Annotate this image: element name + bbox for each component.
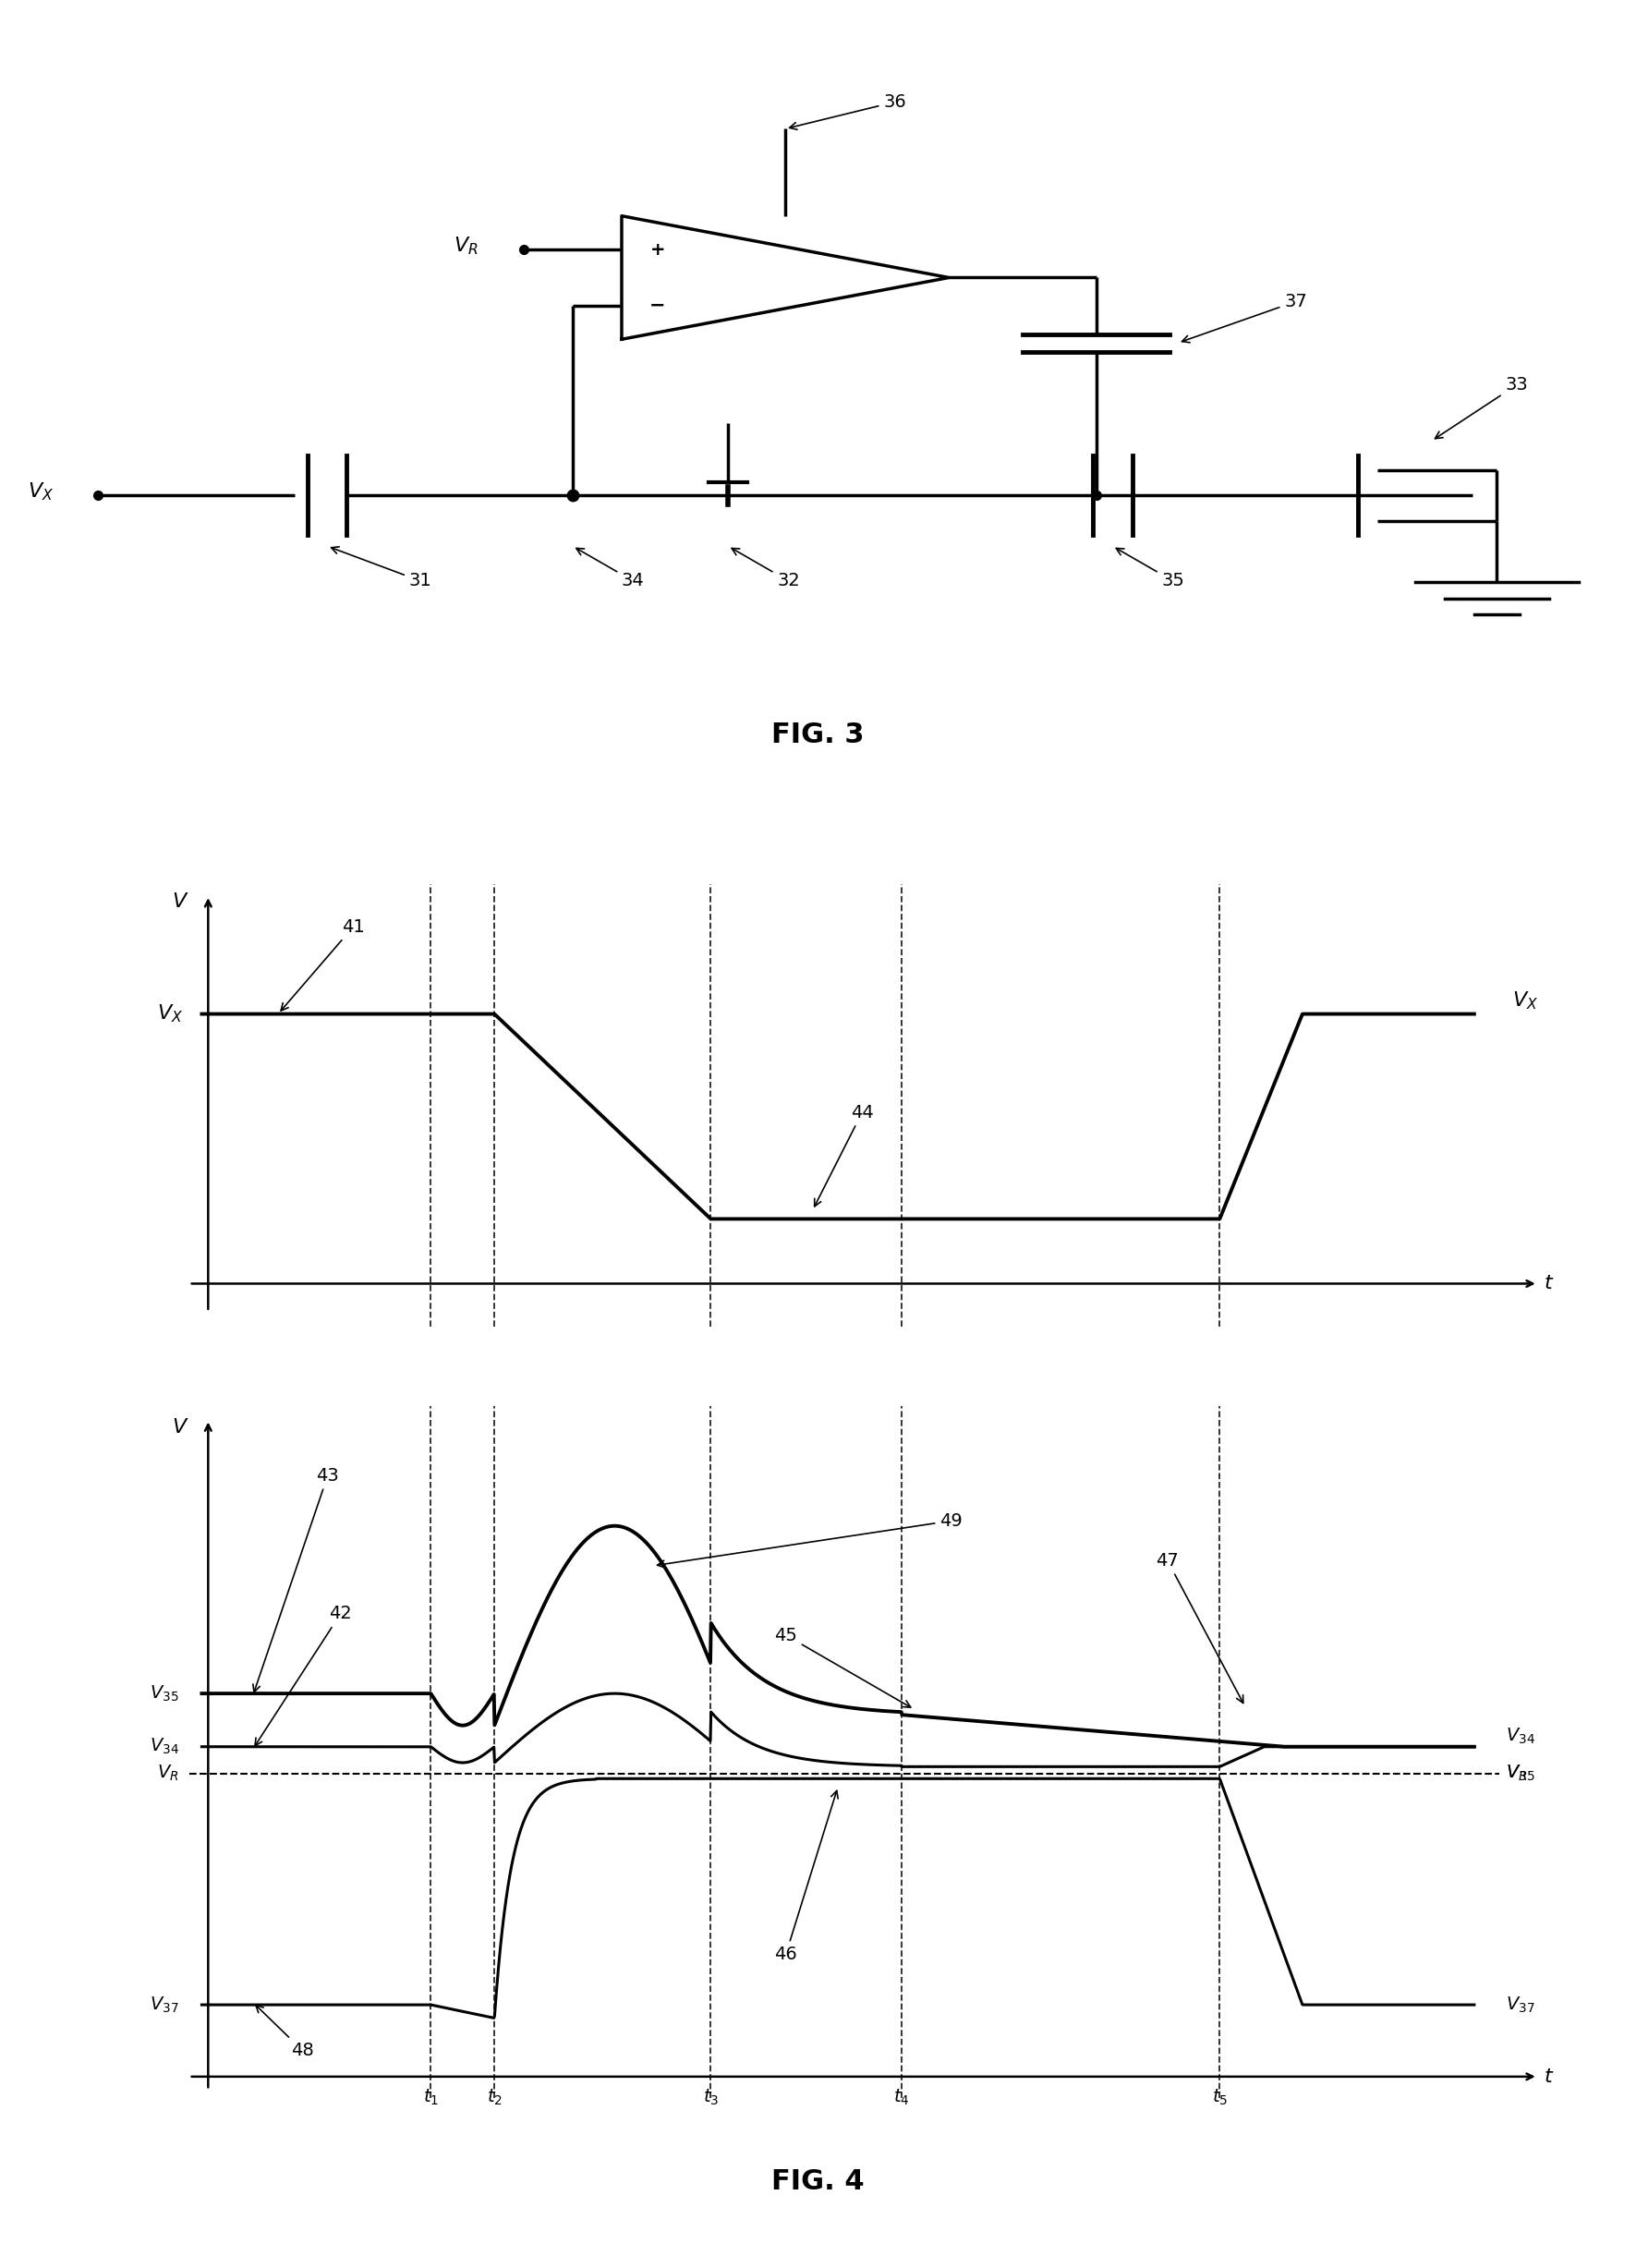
Text: V: V [172, 894, 187, 912]
Text: $V_R$: $V_R$ [455, 236, 478, 256]
Text: $t_3$: $t_3$ [703, 2087, 718, 2107]
Text: 44: 44 [815, 1105, 874, 1207]
Text: $V_R$: $V_R$ [157, 1765, 178, 1783]
Text: 36: 36 [790, 93, 906, 129]
Text: 46: 46 [774, 1792, 838, 1964]
Text: 45: 45 [774, 1626, 911, 1708]
Text: 41: 41 [281, 919, 365, 1012]
Text: 49: 49 [658, 1513, 962, 1567]
Text: $V_R$: $V_R$ [1507, 1765, 1528, 1783]
Text: −: − [649, 297, 666, 315]
Text: FIG. 4: FIG. 4 [772, 2168, 864, 2195]
Text: $V_{35}$: $V_{35}$ [151, 1683, 178, 1703]
Text: t: t [1544, 1275, 1553, 1293]
Text: 43: 43 [254, 1467, 339, 1692]
Text: 48: 48 [255, 2005, 314, 2059]
Text: 31: 31 [330, 547, 432, 590]
Text: $t_1$: $t_1$ [424, 2087, 438, 2107]
Text: $t_2$: $t_2$ [486, 2087, 502, 2107]
Text: $V_X$: $V_X$ [157, 1002, 183, 1025]
Text: $t_4$: $t_4$ [893, 2087, 910, 2107]
Text: $V_{37}$: $V_{37}$ [151, 1996, 178, 2014]
Text: 47: 47 [1157, 1551, 1243, 1703]
Text: 34: 34 [576, 549, 645, 590]
Text: $t_5$: $t_5$ [1212, 2087, 1227, 2107]
Text: 32: 32 [731, 549, 800, 590]
Text: t: t [1544, 2068, 1553, 2087]
Text: 37: 37 [1181, 293, 1307, 342]
Text: 35: 35 [1116, 549, 1184, 590]
Text: $V_{35}$: $V_{35}$ [1507, 1765, 1535, 1783]
Text: +: + [649, 240, 666, 259]
Text: $V_{34}$: $V_{34}$ [1507, 1726, 1536, 1746]
Text: $V_{37}$: $V_{37}$ [1507, 1996, 1535, 2014]
Text: $V_{34}$: $V_{34}$ [149, 1737, 178, 1755]
Text: FIG. 3: FIG. 3 [772, 721, 864, 748]
Text: V: V [172, 1418, 187, 1436]
Text: 42: 42 [255, 1606, 352, 1746]
Text: $V_X$: $V_X$ [28, 481, 54, 503]
Text: $V_X$: $V_X$ [1512, 991, 1538, 1012]
Text: 33: 33 [1435, 376, 1528, 438]
